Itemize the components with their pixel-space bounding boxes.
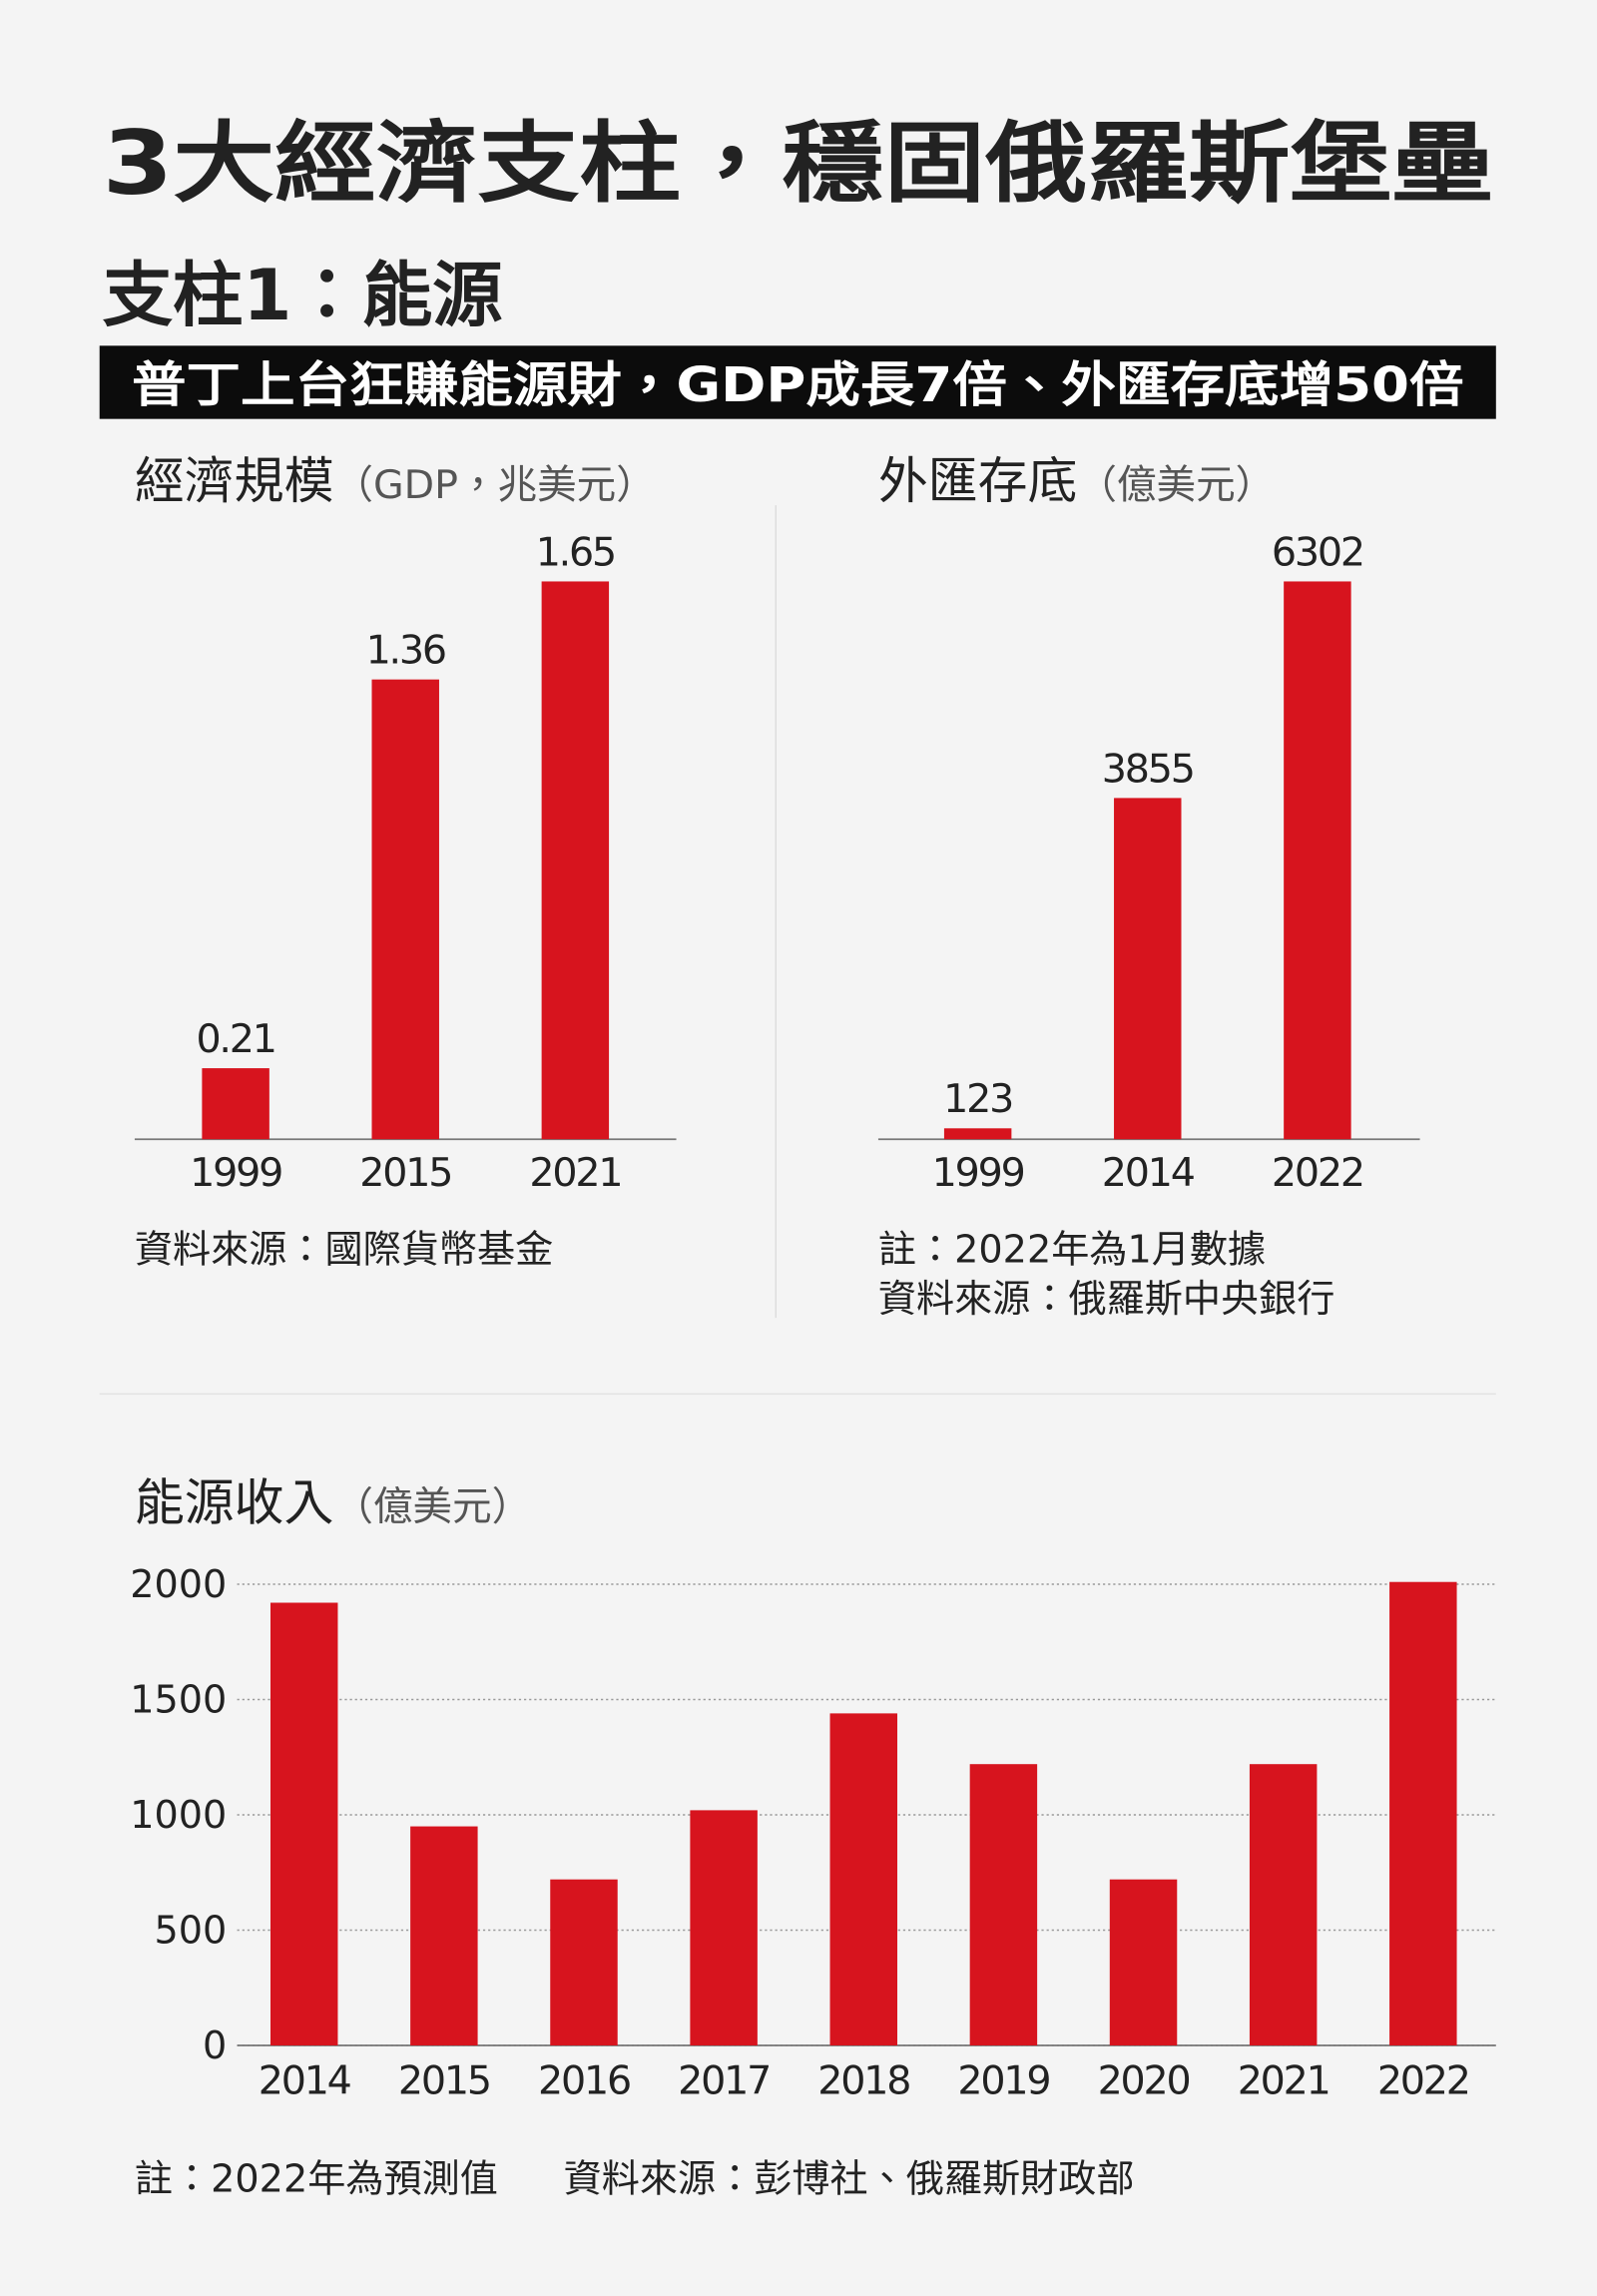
bar [410,1826,478,2045]
chart-title: 經濟規模（GDP，兆美元） [135,452,656,510]
data-label: 123 [943,1076,1012,1122]
bar [1114,798,1182,1140]
headline: 普丁上台狂賺能源財，GDP成長7倍、外匯存底增50倍 [132,357,1464,413]
subtitle: 支柱1：能源 [103,255,503,336]
x-tick-label: 2022 [1272,1150,1363,1196]
bar [202,1068,269,1140]
x-tick-label: 2014 [259,2057,350,2103]
note: 資料來源：國際貨幣基金 [135,1227,553,1271]
chart-unit: （億美元） [333,1484,531,1530]
x-tick-label: 2022 [1377,2057,1469,2103]
note: 資料來源：彭博社、俄羅斯財政部 [564,2157,1135,2201]
note: 註：2022年為預測值 [135,2157,498,2201]
bar [969,1764,1038,2045]
chart-title-text: 能源收入 [135,1474,333,1532]
x-tick-label: 2015 [398,2057,490,2103]
x-tick-label: 2017 [678,2057,770,2103]
x-tick-label: 2020 [1098,2057,1190,2103]
bar [943,1128,1012,1140]
x-tick-label: 1999 [932,1150,1024,1196]
data-label: 3855 [1102,746,1194,792]
x-tick-label: 2021 [1238,2057,1330,2103]
note: 註：2022年為1月數據 [878,1227,1266,1271]
x-tick-label: 2018 [817,2057,909,2103]
data-label: 6302 [1272,529,1363,575]
y-tick-label: 500 [155,1909,228,1953]
bar [1389,1581,1457,2045]
bar [690,1810,758,2045]
bar [1109,1879,1178,2045]
bar [550,1879,618,2045]
headline-banner [99,345,1496,419]
x-tick-label: 1999 [190,1150,281,1196]
bar [1249,1764,1318,2045]
chart-unit: （GDP，兆美元） [333,462,655,508]
data-label: 1.65 [536,529,615,575]
x-tick-label: 2021 [529,1150,621,1196]
note: 資料來源：俄羅斯中央銀行 [878,1277,1335,1321]
chart-title-text: 外匯存底 [878,452,1077,510]
y-tick-label: 2000 [130,1562,227,1606]
y-tick-label: 1000 [130,1793,227,1837]
chart-title-text: 經濟規模 [135,452,333,510]
x-tick-label: 2016 [538,2057,630,2103]
bar [1284,581,1351,1140]
x-tick-label: 2019 [957,2057,1049,2103]
bar [541,581,610,1140]
bar [829,1713,897,2045]
chart-title: 能源收入（億美元） [135,1474,531,1532]
y-tick-label: 0 [203,2023,227,2067]
x-tick-label: 2014 [1102,1150,1194,1196]
bar [269,1602,338,2045]
data-label: 0.21 [196,1016,274,1062]
y-tick-label: 1500 [130,1678,227,1722]
chart-unit: （億美元） [1077,462,1275,508]
chart-title: 外匯存底（億美元） [878,452,1275,510]
main-title: 3大經濟支柱，穩固俄羅斯堡壘 [103,112,1493,215]
data-label: 1.36 [366,628,445,674]
x-tick-label: 2015 [359,1150,451,1196]
bar [371,679,439,1140]
